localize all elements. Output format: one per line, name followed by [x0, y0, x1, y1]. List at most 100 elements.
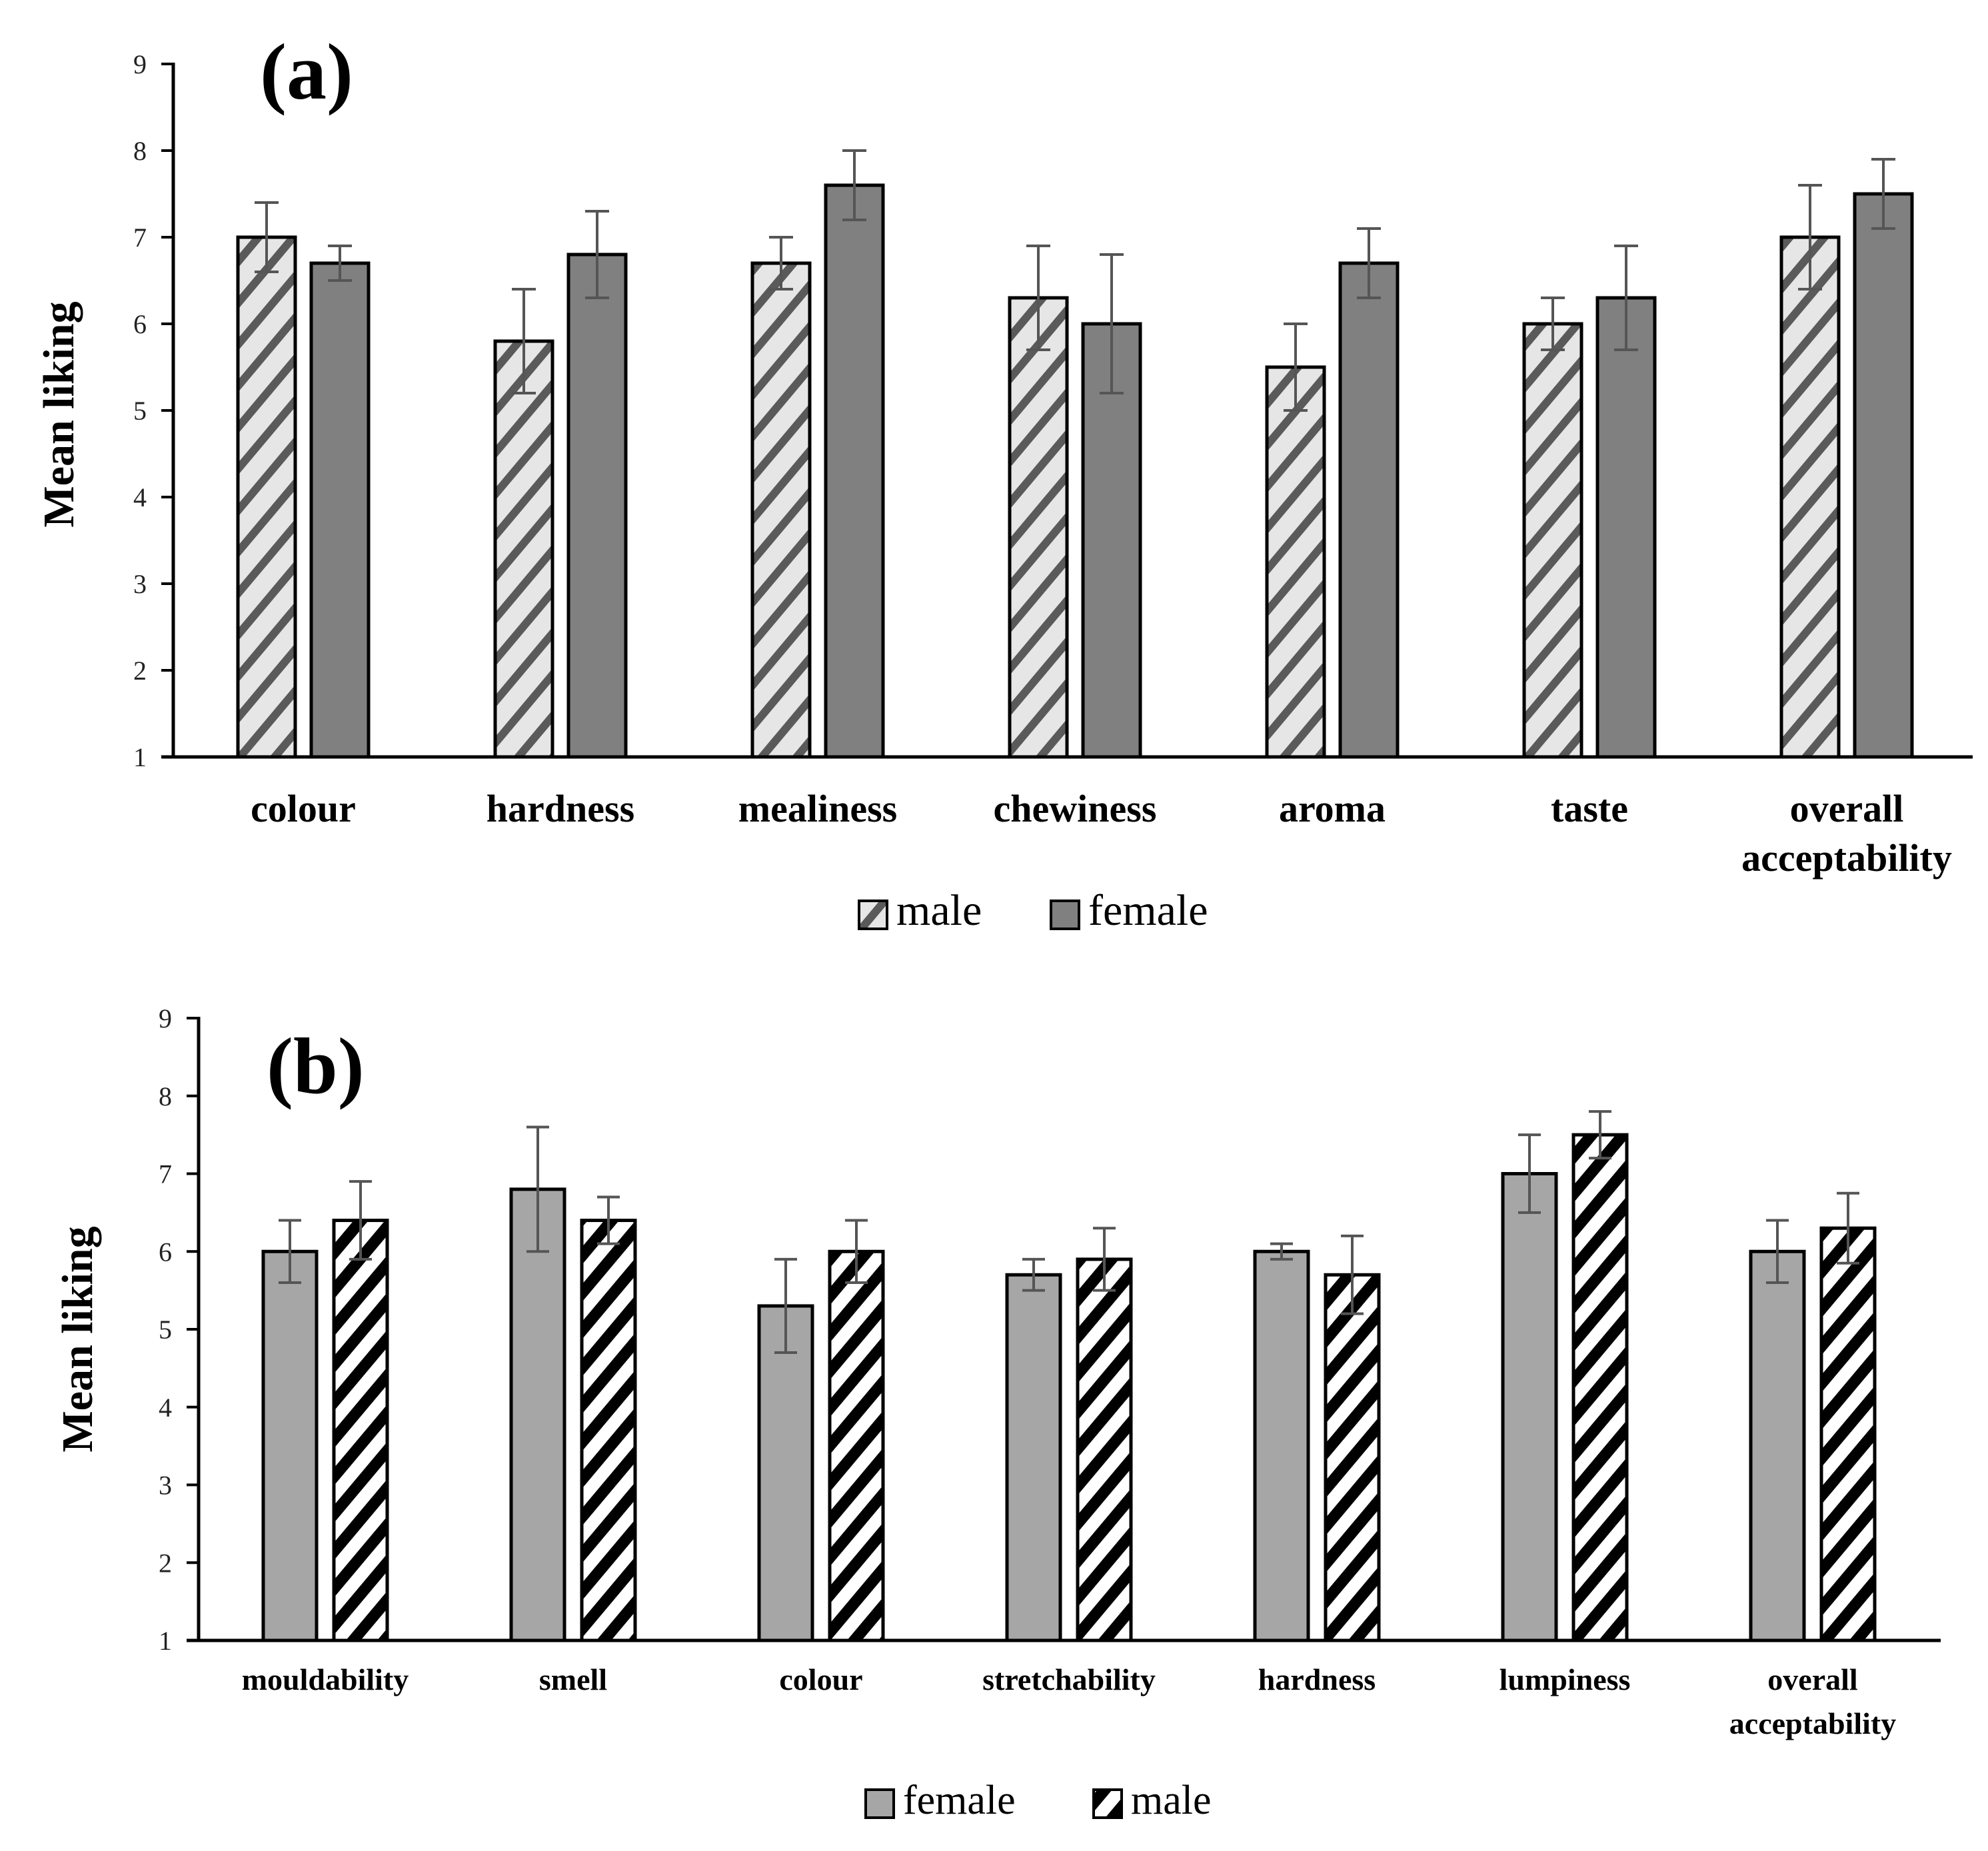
bar-female-taste — [1595, 296, 1657, 759]
x-label-line: colour — [251, 787, 356, 830]
panel-b-x-labels: mouldability smell colour stretchability har… — [242, 1662, 1896, 1740]
panel-b-y-tick-label: 7 — [159, 1159, 172, 1189]
legend-swatch-male — [1092, 1788, 1123, 1819]
bar-male-colour — [236, 235, 297, 759]
panel-b-y-tick-label: 9 — [159, 1003, 172, 1033]
legend-label-female: female — [903, 1778, 1016, 1823]
bar-male-mouldability — [332, 1219, 389, 1642]
x-label-line: overall — [1767, 1662, 1857, 1696]
bar-female-hardness — [566, 253, 628, 759]
bar-female-colour — [757, 1304, 814, 1642]
bar-male-smell — [580, 1219, 637, 1642]
bar-female-stretchability — [1005, 1273, 1062, 1642]
bar-female-mealiness — [824, 183, 885, 759]
panel-a-y-tick-label: 9 — [133, 49, 147, 79]
panel-a-x-label: aroma — [1279, 787, 1386, 830]
bar-female-lumpiness — [1501, 1172, 1558, 1642]
panel-a-y-tick-label: 1 — [133, 742, 147, 772]
panel-b-y-tick-label: 4 — [159, 1393, 172, 1423]
panel-b-bars — [261, 1133, 1877, 1642]
panel-a-x-labels: colour hardness mealiness chewiness aroma tas… — [251, 787, 1952, 880]
bar-male-lumpiness — [1571, 1133, 1629, 1642]
x-label-line: mealiness — [738, 787, 897, 830]
panel-b-y-axis-label: Mean liking — [53, 1226, 102, 1452]
panel-a-y-tick-label: 6 — [133, 309, 147, 339]
x-label-line: taste — [1551, 787, 1628, 830]
panel-a-y-tick-label: 2 — [133, 656, 147, 686]
bar-male-chewiness — [1008, 296, 1069, 759]
bar-female-overall-acceptability — [1853, 192, 1914, 759]
panel-b-y-tick-label: 6 — [159, 1237, 172, 1267]
panel-a-x-label: chewiness — [994, 787, 1157, 830]
panel-a-y-tick-label: 7 — [133, 223, 147, 253]
panel-b-y-tick-label: 1 — [159, 1626, 172, 1656]
panel-b-x-label: overall acceptability — [1729, 1662, 1896, 1740]
x-label-line: chewiness — [994, 787, 1157, 830]
panel-a-x-label: mealiness — [738, 787, 897, 830]
panel-b-x-label: stretchability — [982, 1662, 1156, 1696]
x-label-line: stretchability — [982, 1662, 1156, 1696]
panel-a-y-tick-label: 3 — [133, 569, 147, 599]
bar-male-taste — [1522, 322, 1583, 759]
bar-male-aroma — [1265, 365, 1326, 759]
panel-b-y-tick-label: 3 — [159, 1471, 172, 1501]
panel-b-y-ticks: 1 2 3 4 5 6 7 8 9 — [159, 1003, 199, 1656]
bar-female-mouldability — [261, 1249, 319, 1642]
bar-male-stretchability — [1076, 1257, 1133, 1642]
panel-b-y-tick-label: 2 — [159, 1548, 172, 1578]
x-label-line: mouldability — [242, 1662, 409, 1696]
panel-a-x-label: hardness — [487, 787, 634, 830]
legend-swatch-female — [864, 1788, 895, 1819]
bar-male-overall-acceptability — [1819, 1226, 1877, 1642]
panel-b-x-label: lumpiness — [1499, 1662, 1631, 1696]
panel-b-legend: female male — [864, 1778, 1212, 1823]
x-label-line: hardness — [487, 787, 634, 830]
legend-label-male: male — [896, 886, 982, 935]
panel-a-legend: male female — [858, 886, 1208, 935]
panel-a-label: (a) — [260, 27, 353, 116]
panel-b-x-label: smell — [539, 1662, 607, 1696]
bar-male-hardness — [1324, 1273, 1381, 1642]
panel-a-error-bars — [255, 149, 1895, 412]
bar-male-overall-acceptability — [1779, 235, 1841, 759]
bar-male-colour — [828, 1249, 885, 1642]
panel-a-y-tick-label: 5 — [133, 396, 147, 426]
legend-label-male: male — [1131, 1778, 1212, 1823]
bar-female-aroma — [1338, 261, 1400, 759]
panel-a-x-label: colour — [251, 787, 356, 830]
x-label-line: smell — [539, 1662, 607, 1696]
panel-b-x-label: colour — [779, 1662, 862, 1696]
legend-swatch-male — [858, 900, 888, 930]
x-label-line: colour — [779, 1662, 862, 1696]
x-label-line: aroma — [1279, 787, 1386, 830]
bar-female-overall-acceptability — [1749, 1249, 1806, 1642]
bar-female-smell — [509, 1187, 566, 1642]
panel-a-chart: (a) Mean liking 1 2 3 4 5 6 7 8 9 colour hardness… — [35, 27, 1973, 935]
x-label-line: acceptability — [1729, 1706, 1896, 1740]
bar-male-hardness — [493, 339, 554, 759]
panel-b-chart: (b) Mean liking 1 2 3 4 5 6 7 8 9 mouldability sm… — [53, 1003, 1941, 1823]
panel-b-y-tick-label: 8 — [159, 1081, 172, 1111]
panel-a-x-label: overall acceptability — [1741, 787, 1952, 880]
panel-b-x-label: mouldability — [242, 1662, 409, 1696]
bar-female-colour — [309, 261, 371, 759]
panel-a-bars — [236, 183, 1914, 759]
x-label-line: hardness — [1258, 1662, 1376, 1696]
panel-b-y-tick-label: 5 — [159, 1315, 172, 1345]
panel-a-y-tick-label: 4 — [133, 482, 147, 512]
bar-female-hardness — [1253, 1249, 1310, 1642]
panel-a-y-tick-label: 8 — [133, 136, 147, 166]
panel-b-x-label: hardness — [1258, 1662, 1376, 1696]
x-label-line: overall — [1790, 787, 1904, 830]
panel-a-y-axis-label: Mean liking — [35, 301, 83, 527]
legend-swatch-female — [1050, 900, 1080, 930]
x-label-line: acceptability — [1741, 836, 1952, 880]
panel-a-y-ticks: 1 2 3 4 5 6 7 8 9 — [133, 49, 173, 772]
panel-b-error-bars — [279, 1110, 1859, 1355]
panel-a-axes — [161, 63, 1973, 759]
legend-label-female: female — [1088, 886, 1208, 935]
panel-b-axes — [187, 1017, 1941, 1642]
panel-a-x-label: taste — [1551, 787, 1628, 830]
x-label-line: lumpiness — [1499, 1662, 1631, 1696]
